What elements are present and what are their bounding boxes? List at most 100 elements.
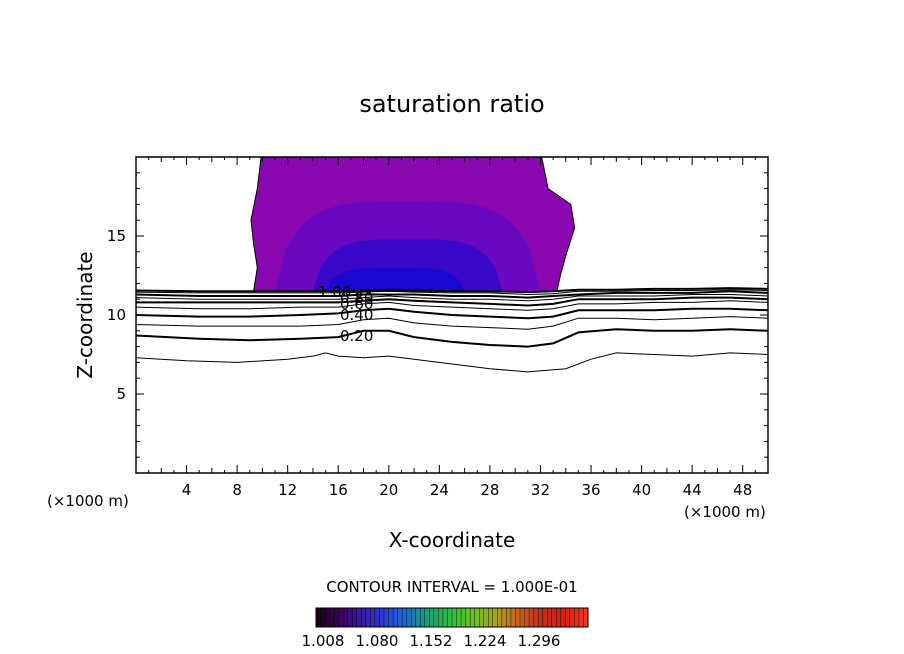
colorbar (315, 607, 589, 628)
colorbar-cell (474, 607, 480, 628)
contour-label-0.80: 0.80 (340, 289, 373, 307)
x-tick-label: 44 (683, 481, 702, 499)
x-axis: 4 8 12 16 20 24 28 32 36 40 44 48 (148, 157, 756, 499)
colorbar-cell (492, 607, 498, 628)
colorbar-cell (479, 607, 485, 628)
colorbar-cell (420, 607, 426, 628)
colorbar-cell (483, 607, 489, 628)
colorbar-cell (424, 607, 430, 628)
colorbar-cell (338, 607, 344, 628)
colorbar-cell (551, 607, 557, 628)
colorbar-cell (347, 607, 353, 628)
x-tick-label: 20 (379, 481, 398, 499)
colorbar-cell (542, 607, 548, 628)
contour-label-0.60: 0.60 (340, 295, 373, 313)
colorbar-cell (524, 607, 530, 628)
colorbar-cell (578, 607, 584, 628)
colorbar-cell (456, 607, 462, 628)
y-axis: 5 10 15 (107, 172, 768, 458)
colorbar-label: 1.008 (302, 632, 345, 650)
x-tick-label: 36 (581, 481, 600, 499)
colorbar-cell (574, 607, 580, 628)
colorbar-cell (343, 607, 349, 628)
colorbar-cell (333, 607, 340, 628)
colorbar-cell (429, 607, 435, 628)
colorbar-cell (488, 607, 494, 628)
x-tick-label: 16 (329, 481, 348, 499)
colorbar-cell (361, 607, 367, 628)
contour-line-0.20 (136, 328, 768, 348)
x-tick-label: 8 (232, 481, 242, 499)
contour-line-0.10 (136, 352, 768, 373)
colorbar-cell (392, 607, 399, 628)
colorbar-cell (379, 607, 385, 628)
colorbar-cell (451, 607, 457, 628)
colorbar-cell (374, 607, 380, 628)
colorbar-cell (401, 607, 408, 628)
colorbar-cell (460, 607, 467, 628)
contour-lines (136, 287, 768, 373)
y-tick-label: 5 (116, 385, 126, 403)
colorbar-cell (560, 607, 566, 628)
colorbar-cell (320, 607, 326, 628)
colorbar-cell (565, 607, 571, 628)
colorbar-cell (519, 607, 525, 628)
colorbar-cell (533, 607, 539, 628)
x-tick-label: 4 (182, 481, 192, 499)
colorbar-labels: 1.008 1.080 1.152 1.224 1.296 (302, 632, 561, 650)
y-tick-label: 10 (107, 306, 126, 324)
contour-label-1.00: 1.00 (318, 283, 351, 301)
colorbar-cell (356, 607, 362, 628)
x-tick-label: 48 (733, 481, 752, 499)
x-axis-label: X-coordinate (389, 528, 516, 552)
contour-label-0.40: 0.40 (340, 306, 373, 324)
colorbar-cell (324, 607, 331, 628)
x-unit-left: (×1000 m) (47, 492, 129, 510)
colorbar-cell (469, 607, 476, 628)
colorbar-cell (528, 607, 534, 628)
colorbar-label: 1.152 (410, 632, 453, 650)
colorbar-cell (370, 607, 376, 628)
colorbar-cell (515, 607, 521, 628)
colorbar-cell (433, 607, 439, 628)
x-tick-label: 28 (480, 481, 499, 499)
contour-line-0.90 (136, 289, 768, 296)
colorbar-label: 1.296 (518, 632, 561, 650)
colorbar-cell (397, 607, 403, 628)
contour-line-0.60 (136, 296, 768, 307)
colorbar-cell (315, 607, 321, 628)
contour-interval-text: CONTOUR INTERVAL = 1.000E-01 (326, 578, 577, 596)
x-tick-label: 32 (531, 481, 550, 499)
colorbar-cell (411, 607, 417, 628)
contour-line-0.70 (136, 294, 768, 302)
contour-line-1.00 (136, 287, 768, 294)
colorbar-cell (583, 607, 589, 628)
x-tick-label: 40 (632, 481, 651, 499)
colorbar-cell (501, 607, 507, 628)
contour-line-0.30 (136, 316, 768, 330)
colorbar-cell (329, 607, 335, 628)
colorbar-label: 1.080 (356, 632, 399, 650)
colorbar-cell (442, 607, 448, 628)
x-tick-label: 24 (430, 481, 449, 499)
contour-labels: 1.00 0.80 0.60 0.40 0.20 (318, 283, 373, 345)
colorbar-frame (315, 607, 589, 628)
supersaturated-region-core (325, 267, 465, 292)
colorbar-cell (383, 607, 389, 628)
colorbar-cell (510, 607, 516, 628)
colorbar-cell (438, 607, 444, 628)
saturation-field (250, 157, 576, 292)
colorbar-cell (447, 607, 453, 628)
y-axis-label: Z-coordinate (73, 251, 97, 378)
contour-line-0.50 (136, 300, 768, 311)
colorbar-cell (465, 607, 471, 628)
contour-line-0.40 (136, 307, 768, 320)
colorbar-cell (406, 607, 412, 628)
contour-label-0.20: 0.20 (340, 327, 373, 345)
colorbar-cell (352, 607, 358, 628)
colorbar-cell (506, 607, 512, 628)
x-tick-label: 12 (278, 481, 297, 499)
y-tick-label: 15 (107, 227, 126, 245)
contour-line-0.80 (136, 290, 768, 299)
colorbar-label: 1.224 (464, 632, 507, 650)
